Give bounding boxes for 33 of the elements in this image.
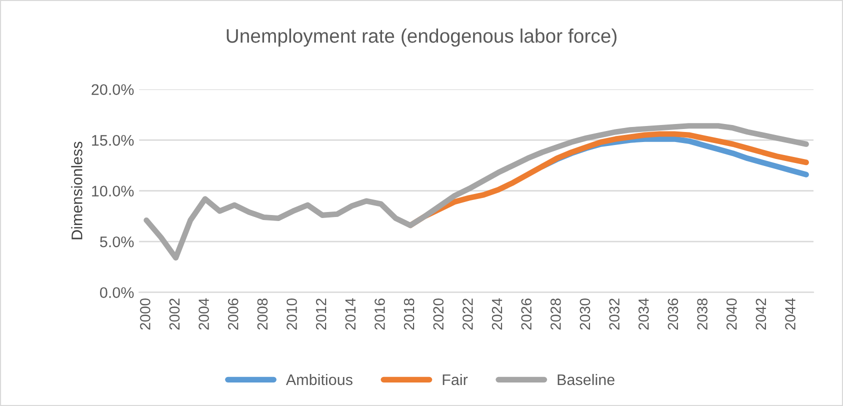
x-tick-label: 2028	[550, 298, 561, 330]
chart-title: Unemployment rate (endogenous labor force)	[226, 28, 616, 47]
x-tick-label: 2002	[169, 298, 180, 330]
y-axis-title: Dimensionless	[71, 142, 82, 240]
x-tick-label: 2032	[609, 298, 620, 330]
legend-label: Baseline	[558, 374, 614, 386]
legend-label: Fair	[442, 374, 468, 386]
legend-label: Ambitious	[286, 374, 352, 386]
x-tick-label: 2010	[286, 298, 297, 330]
x-tick-label: 2044	[785, 298, 796, 330]
x-tick-label: 2036	[668, 298, 678, 330]
x-tick-label: 2034	[638, 298, 649, 330]
x-tick-label: 2004	[198, 298, 209, 330]
y-tick-label: 10.0%	[92, 186, 134, 197]
x-tick-label: 2040	[726, 298, 737, 330]
x-tick-label: 2014	[345, 298, 356, 330]
x-tick-label: 2024	[492, 298, 502, 330]
x-tick-label: 2000	[140, 298, 150, 330]
x-tick-label: 2006	[228, 298, 238, 330]
y-tick-label: 20.0%	[92, 84, 134, 96]
y-tick-label: 0.0%	[100, 287, 134, 298]
x-tick-label: 2030	[580, 298, 590, 330]
x-tick-label: 2018	[404, 298, 414, 330]
x-tick-label: 2008	[257, 298, 268, 330]
x-tick-label: 2022	[462, 298, 473, 330]
x-tick-label: 2016	[374, 298, 385, 330]
x-tick-label: 2020	[433, 298, 444, 330]
x-tick-label: 2026	[521, 298, 532, 330]
y-tick-label: 15.0%	[92, 134, 134, 146]
x-tick-label: 2038	[697, 298, 708, 330]
x-tick-label: 2042	[756, 298, 766, 330]
x-tick-label: 2012	[316, 298, 326, 330]
y-tick-label: 5.0%	[100, 236, 134, 248]
